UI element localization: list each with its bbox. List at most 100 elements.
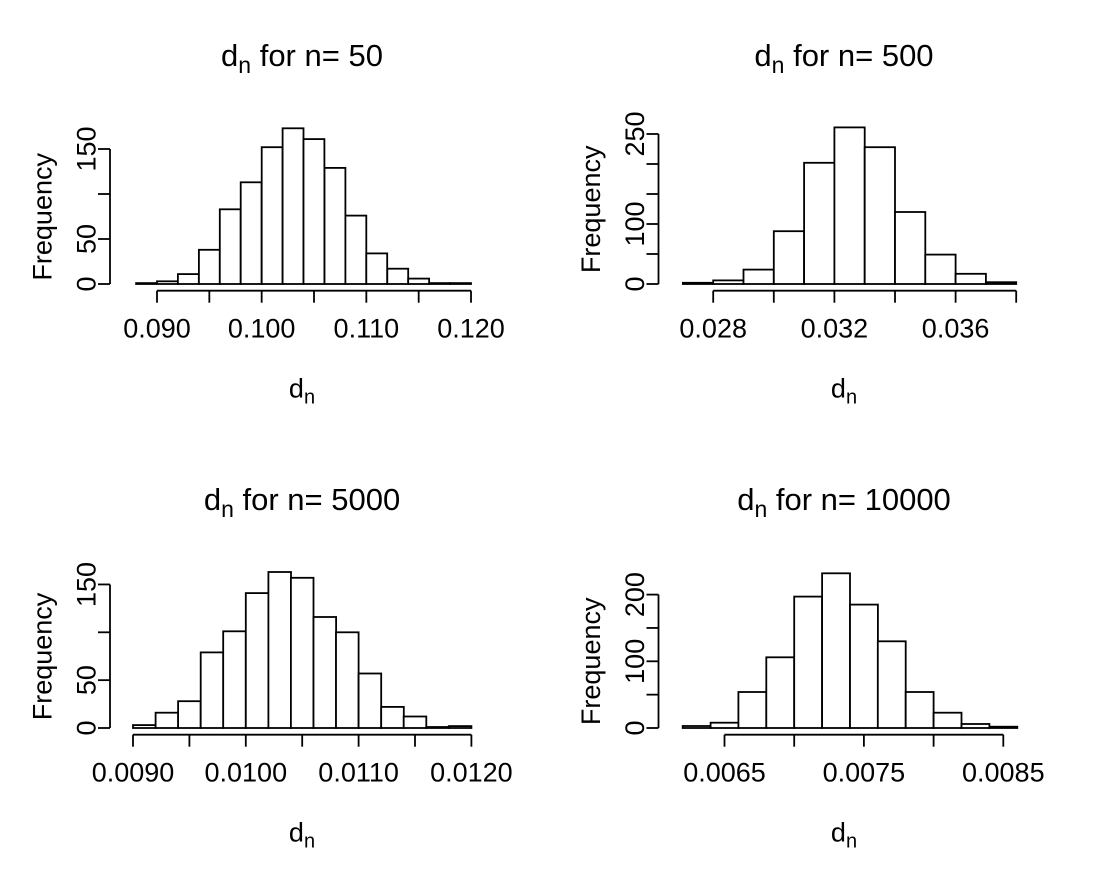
xlabel-subscript: n <box>846 831 857 853</box>
histogram-bar <box>239 181 263 285</box>
histogram-bar <box>407 277 431 285</box>
y-axis <box>646 593 660 729</box>
y-axis <box>98 148 111 285</box>
histogram-bar <box>267 571 292 729</box>
title-subscript: n <box>772 52 785 78</box>
xlabel-base: d <box>831 374 846 404</box>
histogram-bar <box>449 282 472 285</box>
xlabel-subscript: n <box>304 387 315 409</box>
histogram-bar <box>932 711 963 729</box>
histogram-bar <box>849 603 879 729</box>
histogram-bar <box>894 211 927 285</box>
y-axis-title: Frequency <box>576 145 606 273</box>
title-base: d <box>204 482 221 517</box>
x-tick-label: 0.0120 <box>430 758 513 788</box>
histogram-bar <box>681 281 715 285</box>
xlabel-base: d <box>831 818 846 848</box>
histogram-bar <box>821 572 851 729</box>
histogram-bars <box>132 571 473 729</box>
histogram-bar <box>281 127 305 285</box>
title-rest: for n= 500 <box>784 38 933 73</box>
y-tick-label: 150 <box>71 126 101 171</box>
histogram-bar <box>357 672 383 729</box>
title-base: d <box>737 482 754 517</box>
histogram-bar <box>323 166 347 285</box>
histogram-bar <box>765 656 796 729</box>
x-tick-label: 0.120 <box>437 314 505 344</box>
histogram-bar <box>904 691 935 729</box>
histogram-panel-n10000: 0.0065 0.0075 0.0085 0 100 200 Frequency dn for… <box>547 444 1093 888</box>
x-tick-label: 0.028 <box>679 314 747 344</box>
histogram-bar <box>335 631 360 729</box>
histogram-bar <box>365 252 389 285</box>
histogram-bar <box>386 267 410 285</box>
xlabel-subscript: n <box>846 387 857 409</box>
histogram-bar <box>222 630 247 729</box>
y-axis <box>98 583 111 729</box>
y-axis-title: Frequency <box>576 597 606 725</box>
panel-title: dn for n= 10000 <box>737 482 951 522</box>
histogram-bar <box>924 253 957 285</box>
histogram-bar <box>260 146 284 285</box>
y-tick-label: 0 <box>71 720 101 735</box>
histogram-bar <box>344 214 368 285</box>
histogram-bar <box>954 272 987 285</box>
panel-title: dn for n= 5000 <box>204 482 400 522</box>
xlabel-base: d <box>289 374 304 404</box>
x-axis-title: dn <box>289 374 315 409</box>
histogram-bar <box>863 146 896 285</box>
x-tick-label: 0.036 <box>922 314 990 344</box>
histogram-bar <box>218 208 242 285</box>
y-axis-title: Frequency <box>27 153 57 281</box>
x-axis <box>712 289 1018 303</box>
x-tick-label: 0.032 <box>801 314 869 344</box>
histogram-bar <box>737 691 768 729</box>
histogram-bar <box>709 721 740 729</box>
title-rest: for n= 50 <box>251 38 383 73</box>
x-tick-label: 0.100 <box>228 314 296 344</box>
x-tick-label: 0.0110 <box>318 758 399 788</box>
title-base: d <box>754 38 771 73</box>
histogram-bar <box>402 715 428 729</box>
y-tick-label: 250 <box>620 111 650 156</box>
panel-title: dn for n= 50 <box>221 38 383 78</box>
histogram-bar <box>681 725 712 729</box>
x-axis-title: dn <box>831 374 857 409</box>
y-axis <box>646 133 660 285</box>
title-rest: for n= 5000 <box>234 482 400 517</box>
histogram-bars <box>681 572 1019 729</box>
histogram-bar <box>833 126 866 285</box>
histogram-bar <box>772 230 806 285</box>
y-tick-label: 100 <box>620 639 650 684</box>
histogram-bar <box>177 700 202 729</box>
x-tick-label: 0.0090 <box>92 758 175 788</box>
histogram-bar <box>289 576 315 729</box>
title-base: d <box>221 38 238 73</box>
histogram-bar <box>425 726 450 729</box>
histogram-bar <box>176 273 200 285</box>
histogram-panel-n5000: 0.0090 0.0100 0.0110 0.0120 0 50 150 Frequency d… <box>0 444 546 888</box>
x-axis <box>156 289 472 303</box>
x-tick-label: 0.110 <box>334 314 400 344</box>
x-axis <box>723 733 1005 747</box>
y-tick-label: 0 <box>620 720 650 735</box>
y-tick-label: 50 <box>71 224 101 254</box>
histogram-bar <box>803 161 836 285</box>
histogram-bar <box>312 616 338 729</box>
y-tick-label: 0 <box>71 276 101 291</box>
y-tick-label: 50 <box>71 665 101 695</box>
histogram-bar <box>156 280 179 285</box>
histogram-bar <box>793 595 823 729</box>
panel-title: dn for n= 500 <box>754 38 933 78</box>
x-tick-label: 0.0075 <box>823 758 906 788</box>
y-tick-label: 200 <box>620 572 650 617</box>
x-tick-label: 0.0100 <box>205 758 288 788</box>
x-axis <box>132 733 473 747</box>
histogram-bar <box>960 723 991 729</box>
histogram-svg: 0.0090 0.0100 0.0110 0.0120 0 50 150 Frequency d… <box>27 482 513 853</box>
title-subscript: n <box>221 496 234 522</box>
